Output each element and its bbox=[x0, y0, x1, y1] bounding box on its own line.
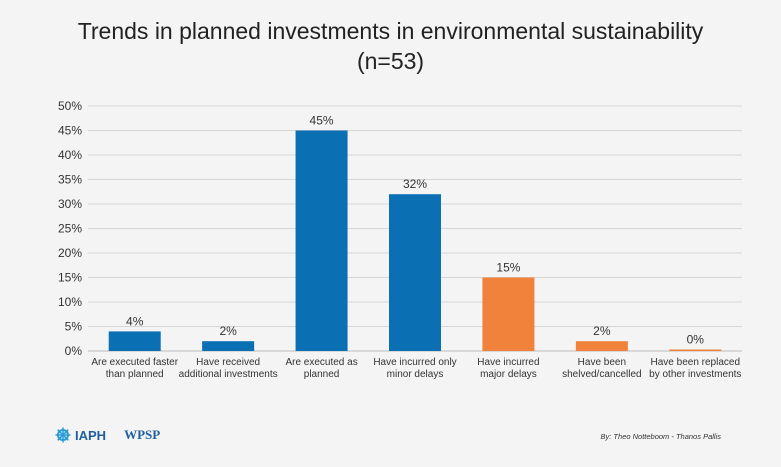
bar bbox=[669, 349, 722, 351]
x-tick-label: Have been shelved/cancelled bbox=[562, 357, 642, 380]
x-tick-label: Have been replaced by other investments bbox=[649, 357, 741, 380]
x-tick-label-line: Have incurred only bbox=[373, 357, 456, 368]
data-label: 2% bbox=[219, 324, 237, 338]
x-tick-label-line: Have been replaced bbox=[651, 357, 741, 368]
bar bbox=[108, 331, 161, 351]
x-tick-label-line: planned bbox=[304, 369, 340, 380]
chart-title: Trends in planned investments in environ… bbox=[0, 16, 781, 76]
bar bbox=[575, 341, 628, 351]
chart-title-line-2: (n=53) bbox=[356, 48, 425, 74]
bar bbox=[202, 341, 255, 351]
y-tick-label: 5% bbox=[65, 320, 83, 334]
data-label: 15% bbox=[496, 261, 520, 275]
author-credit: By: Theo Notteboom - Thanos Pallis bbox=[600, 432, 721, 441]
bar bbox=[295, 130, 348, 351]
y-tick-label: 45% bbox=[58, 124, 82, 138]
chart-title-line-1: Trends in planned investments in environ… bbox=[77, 18, 704, 44]
x-tick-label-line: Are executed faster bbox=[91, 357, 178, 368]
data-label: 2% bbox=[593, 324, 611, 338]
bar bbox=[482, 277, 535, 351]
y-tick-label: 20% bbox=[58, 246, 82, 260]
data-label: 4% bbox=[126, 314, 144, 328]
x-tick-label-line: shelved/cancelled bbox=[562, 369, 642, 380]
y-tick-label: 30% bbox=[58, 197, 82, 211]
y-tick-label: 25% bbox=[58, 222, 82, 236]
x-tick-label: Have incurred major delays bbox=[477, 357, 539, 380]
data-label: 32% bbox=[403, 177, 427, 191]
x-tick-label-line: major delays bbox=[480, 369, 537, 380]
x-tick-label-line: by other investments bbox=[649, 369, 741, 380]
x-tick-label-line: than planned bbox=[106, 369, 164, 380]
data-label: 0% bbox=[687, 333, 705, 347]
y-tick-label: 15% bbox=[58, 271, 82, 285]
x-tick-label: Are executed faster than planned bbox=[91, 357, 178, 380]
x-tick-label-line: Have incurred bbox=[477, 357, 539, 368]
ship-wheel-icon bbox=[55, 427, 71, 443]
y-tick-label: 10% bbox=[58, 295, 82, 309]
x-tick-label-line: Are executed as bbox=[285, 357, 357, 368]
y-tick-label: 0% bbox=[65, 344, 83, 358]
x-tick-label: Are executed as planned bbox=[285, 357, 357, 380]
x-tick-label: Have received additional investments bbox=[179, 357, 278, 380]
x-tick-label-line: additional investments bbox=[179, 369, 278, 380]
x-tick-label: Have incurred only minor delays bbox=[373, 357, 456, 380]
x-tick-label-line: minor delays bbox=[387, 369, 444, 380]
iaph-logo-text: IAPH bbox=[75, 427, 107, 443]
y-tick-label: 50% bbox=[58, 99, 82, 113]
data-label: 45% bbox=[310, 114, 334, 128]
y-tick-label: 35% bbox=[58, 173, 82, 187]
bar bbox=[389, 194, 441, 351]
iaph-logo: IAPH bbox=[55, 427, 106, 443]
wpsp-logo: WPSP bbox=[124, 427, 161, 442]
x-tick-label-line: Have been bbox=[578, 357, 626, 368]
y-tick-label: 40% bbox=[58, 148, 82, 162]
x-tick-label-line: Have received bbox=[196, 357, 260, 368]
footer-logos: IAPH WPSP bbox=[55, 424, 160, 446]
